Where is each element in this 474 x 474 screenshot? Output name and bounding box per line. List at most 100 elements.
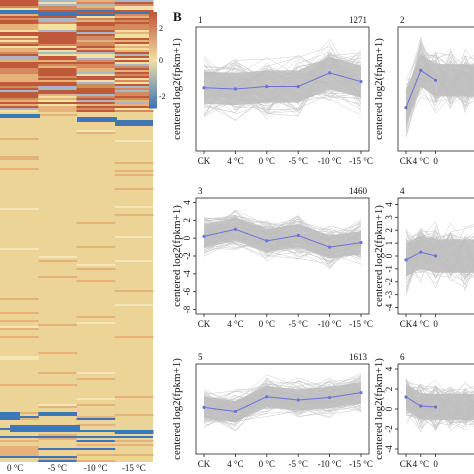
heatmap-cell: [76, 424, 116, 426]
heatmap-cell: [0, 336, 39, 338]
heatmap-cell: [38, 32, 77, 34]
legend-color-step: [149, 26, 157, 30]
heatmap-cell: [76, 102, 116, 104]
heatmap-cell: [0, 18, 39, 20]
cluster-number: 1: [198, 15, 203, 25]
heatmap-cell: [76, 64, 116, 66]
heatmap-cell: [38, 30, 77, 32]
heatmap-cell: [0, 168, 39, 170]
x-tick-label: -10 °C: [318, 319, 342, 329]
heatmap-cell: [0, 94, 39, 96]
heatmap-cell: [0, 44, 39, 46]
x-tick-label: -15 °C: [349, 459, 373, 469]
heatmap-cell: [38, 28, 77, 30]
cluster-panel-1: CK 4 °C 0 °C -5 °C -10 °C -15 °C centered log2…: [171, 15, 373, 166]
x-tick-label: 4 °C: [227, 319, 243, 329]
mean-point: [434, 405, 438, 409]
heatmap-cell: [0, 448, 39, 450]
heatmap-cell: [0, 50, 39, 52]
y-tick-label: 0: [182, 235, 192, 240]
heatmap-cell: [76, 28, 116, 30]
heatmap-cell: [38, 84, 77, 86]
heatmap-cell: [76, 454, 116, 456]
heatmap-cell: [38, 64, 77, 66]
heatmap-cell: [76, 16, 116, 18]
heatmap-cell: [76, 30, 116, 32]
heatmap-cell: [0, 34, 39, 36]
legend-tick-label: -2: [159, 92, 166, 101]
heatmap-cell: [76, 98, 116, 100]
heatmap-cell: [0, 46, 39, 48]
heatmap-cell: [0, 384, 39, 386]
heatmap-cell: [76, 460, 116, 462]
heatmap-cell: [114, 32, 154, 34]
heatmap-cell: [38, 18, 77, 20]
heatmap-cell: [76, 72, 116, 74]
x-tick-label: CK: [400, 459, 413, 469]
legend-color-step: [149, 84, 157, 87]
heatmap-column-label: -10 °C: [84, 463, 108, 473]
heatmap-cell: [0, 38, 39, 40]
heatmap-cell: [114, 78, 154, 80]
legend-color-step: [149, 79, 157, 83]
profile-bundle: [404, 221, 474, 296]
heatmap-cell: [114, 12, 154, 14]
heatmap-cell: [38, 94, 77, 96]
heatmap-cell: [114, 66, 154, 68]
heatmap-cell: [114, 64, 154, 66]
heatmap-cell: [38, 96, 77, 98]
heatmap-cell: [0, 22, 39, 24]
cluster-number: 3: [198, 186, 203, 196]
heatmap-cell: [115, 120, 153, 126]
heatmap-cell: [76, 58, 116, 60]
heatmap-cell: [38, 16, 77, 18]
heatmap-cell: [38, 26, 77, 28]
x-tick-label: 0 °C: [259, 156, 275, 166]
heatmap-cell: [38, 52, 77, 54]
heatmap-cell: [38, 82, 77, 84]
heatmap-cell: [38, 36, 77, 38]
mean-point: [419, 404, 423, 408]
heatmap-cell: [38, 70, 77, 72]
y-tick-label: 0: [384, 253, 394, 258]
heatmap-cell: [114, 162, 154, 164]
cluster-panel-2: CK 4 °C 0 centered log2(fpkm+1) 2: [373, 15, 474, 166]
heatmap-cell: [114, 30, 154, 32]
y-tick-label: 2: [384, 387, 394, 392]
legend-tick-label: 2: [159, 24, 163, 33]
mean-point: [233, 409, 237, 414]
y-axis-label: centered log2(fpkm+1): [171, 205, 183, 307]
panel-frame: [195, 26, 370, 152]
heatmap-cell: [114, 430, 154, 432]
x-tick-label: CK: [198, 459, 211, 469]
profile-core-band: [406, 384, 474, 420]
heatmap-cell: [76, 316, 116, 318]
heatmap-cell: [114, 102, 154, 104]
heatmap-cell: [38, 98, 77, 100]
heatmap-cell: [38, 22, 77, 24]
heatmap-cell: [76, 280, 116, 282]
heatmap-cell: [114, 206, 154, 208]
heatmap-cell: [38, 80, 77, 82]
mean-point: [296, 398, 300, 402]
mean-point: [265, 395, 269, 399]
mean-line: [203, 392, 362, 412]
legend-color-step: [149, 62, 157, 66]
heatmap-cell: [38, 34, 77, 36]
heatmap-cell: [114, 444, 154, 446]
legend-color-step: [149, 31, 157, 35]
heatmap-cell: [38, 74, 77, 76]
mean-point: [265, 239, 269, 243]
legend-color-step: [149, 19, 157, 23]
heatmap-cell: [0, 0, 39, 2]
legend-tick-label: 0: [159, 56, 163, 65]
mean-point: [265, 84, 269, 89]
heatmap-cell: [114, 440, 154, 442]
cluster-panel-5: CK 4 °C 0 °C -5 °C -10 °C -15 °C centered log2…: [171, 352, 373, 469]
heatmap-cell: [114, 74, 154, 76]
heatmap-cell: [76, 60, 116, 62]
legend-color-step: [149, 81, 157, 85]
heatmap-cell: [0, 24, 39, 26]
heatmap-cell: [76, 106, 116, 108]
